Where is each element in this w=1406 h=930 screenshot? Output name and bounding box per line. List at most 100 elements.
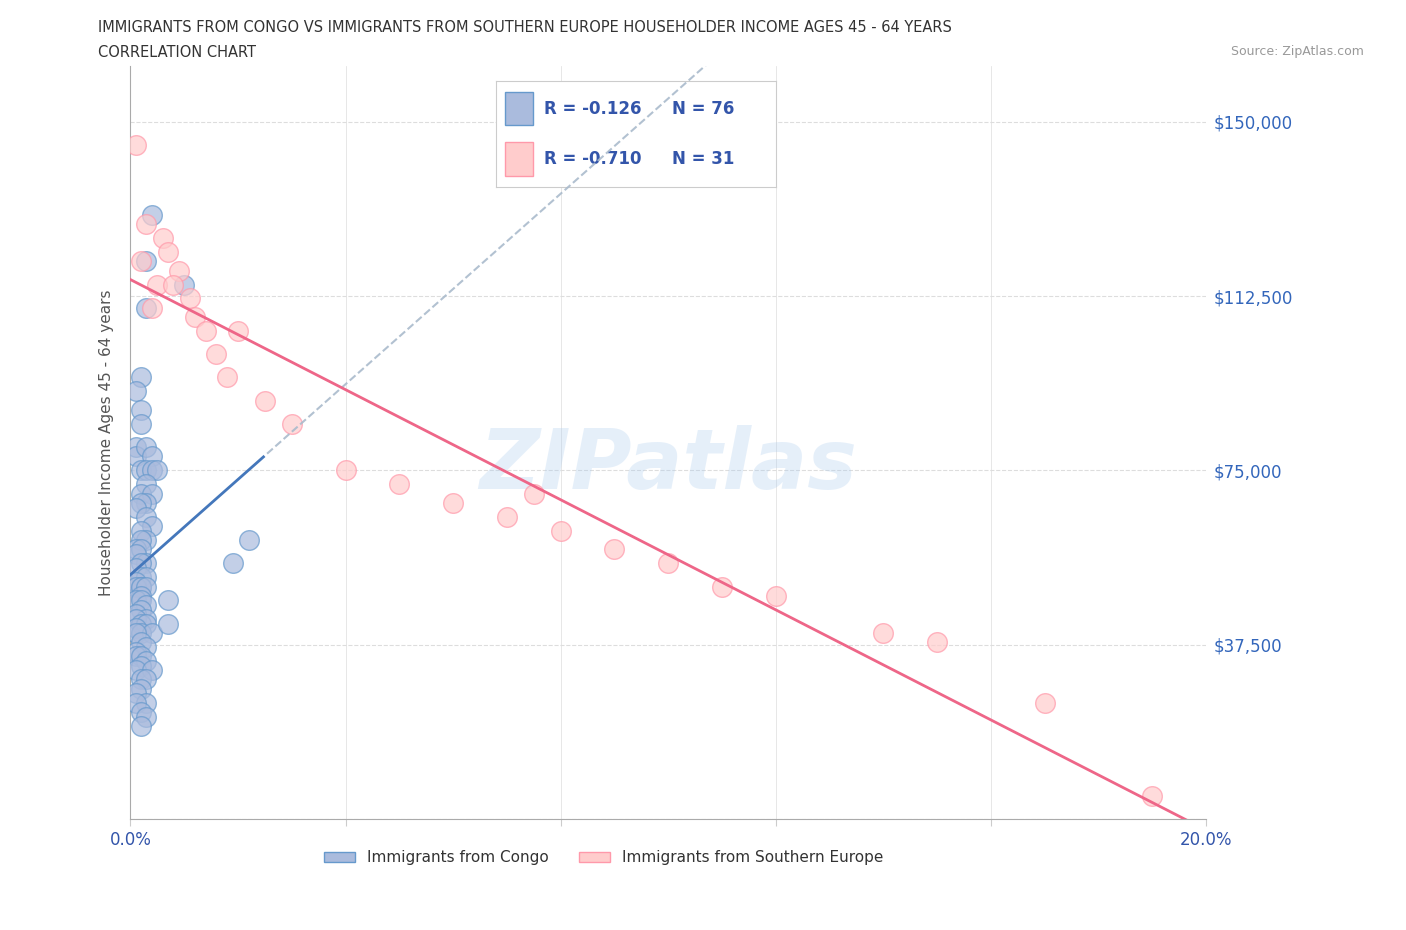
Point [194,324,217,339]
Point [129,617,152,631]
Point [125,449,148,464]
Point [388,477,411,492]
Point [141,207,163,222]
Legend: Immigrants from Congo, Immigrants from Southern Europe: Immigrants from Congo, Immigrants from S… [318,844,890,871]
Text: Source: ZipAtlas.com: Source: ZipAtlas.com [1230,45,1364,58]
Point [125,561,148,576]
Point [129,589,152,604]
Point [125,621,148,636]
Point [125,384,148,399]
Point [135,570,157,585]
Point [129,672,152,687]
Point [141,663,163,678]
Point [135,463,157,478]
Point [125,500,148,515]
Point [129,486,152,501]
Point [125,542,148,557]
Point [125,579,148,594]
Point [141,519,163,534]
Point [129,496,152,511]
Point [125,575,148,590]
Point [135,477,157,492]
Point [135,496,157,511]
Point [603,542,626,557]
Point [125,626,148,641]
Point [135,710,157,724]
Point [129,658,152,673]
Point [125,593,148,608]
Point [765,589,787,604]
Y-axis label: Householder Income Ages 45 - 64 years: Householder Income Ages 45 - 64 years [100,289,114,596]
Point [238,533,260,548]
Point [135,510,157,525]
Point [125,663,148,678]
Point [129,719,152,734]
Point [141,626,163,641]
Point [1033,696,1056,711]
Point [156,593,179,608]
Text: IMMIGRANTS FROM CONGO VS IMMIGRANTS FROM SOUTHERN EUROPE HOUSEHOLDER INCOME AGES: IMMIGRANTS FROM CONGO VS IMMIGRANTS FROM… [98,20,952,35]
Point [550,524,572,538]
Point [129,593,152,608]
Point [129,579,152,594]
Point [125,686,148,701]
Point [141,463,163,478]
Point [221,556,243,571]
Point [523,486,546,501]
Point [657,556,679,571]
Text: CORRELATION CHART: CORRELATION CHART [98,45,256,60]
Point [125,696,148,711]
Point [146,463,169,478]
Point [141,486,163,501]
Point [125,138,148,153]
Point [129,649,152,664]
Point [129,603,152,618]
Point [135,654,157,669]
Point [129,524,152,538]
Point [129,370,152,385]
Point [280,417,302,432]
Point [1142,789,1164,804]
Point [135,254,157,269]
Point [135,533,157,548]
Point [152,231,174,246]
Point [872,626,894,641]
Point [335,463,357,478]
Point [129,403,152,418]
Point [496,510,519,525]
Point [125,612,148,627]
Point [125,547,148,562]
Point [173,277,195,292]
Point [135,217,157,232]
Point [129,570,152,585]
Point [125,644,148,659]
Point [129,533,152,548]
Point [129,635,152,650]
Point [129,556,152,571]
Point [129,463,152,478]
Point [125,649,148,664]
Point [129,417,152,432]
Point [129,254,152,269]
Point [135,640,157,655]
Point [129,682,152,697]
Point [927,635,949,650]
Point [135,440,157,455]
Point [129,542,152,557]
Point [146,277,169,292]
Point [129,579,152,594]
Point [441,496,464,511]
Point [135,556,157,571]
Text: ZIPatlas: ZIPatlas [479,425,858,506]
Point [179,291,201,306]
Point [125,440,148,455]
Point [135,617,157,631]
Point [135,696,157,711]
Point [184,310,207,325]
Point [125,607,148,622]
Point [156,245,179,259]
Point [711,579,734,594]
Point [217,370,239,385]
Point [156,617,179,631]
Point [135,612,157,627]
